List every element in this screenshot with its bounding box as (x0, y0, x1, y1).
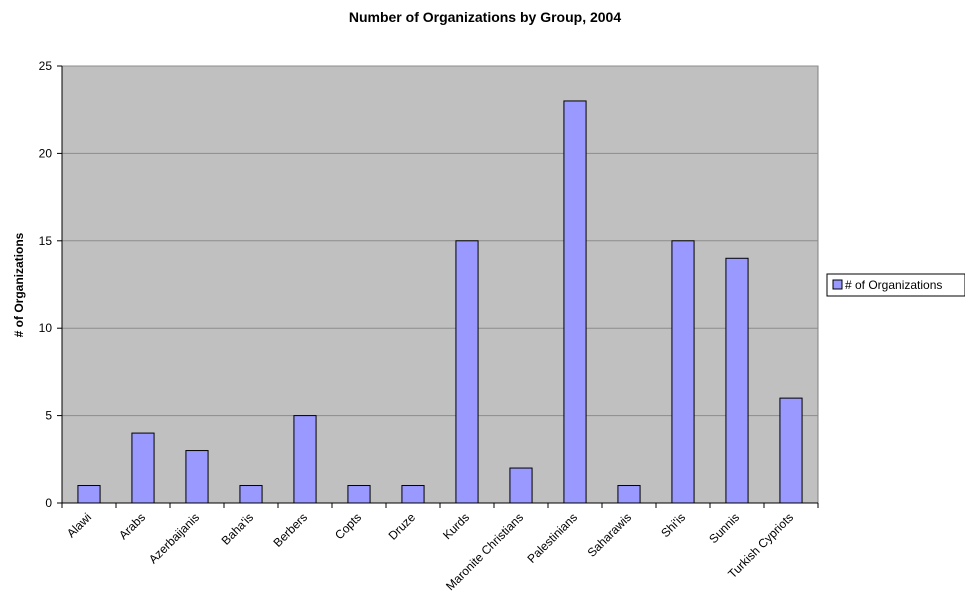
chart-title: Number of Organizations by Group, 2004 (349, 9, 621, 25)
bar (563, 100, 587, 504)
bar (509, 467, 533, 504)
bar (401, 485, 425, 504)
x-tick-label: Arabs (116, 510, 148, 542)
y-axis-title: # of Organizations (12, 232, 26, 337)
x-tick-label: Saharawis (585, 510, 635, 560)
bar (725, 257, 749, 504)
x-tick-label: Kurds (440, 510, 472, 542)
bar (185, 450, 209, 504)
x-tick-label: Alawi (64, 510, 94, 540)
bar (671, 240, 695, 504)
y-tick-label: 0 (45, 496, 52, 510)
y-axis-ticks: 0 5 10 15 20 25 (39, 59, 62, 510)
bar (347, 485, 371, 504)
y-tick-label: 15 (39, 234, 53, 248)
bar (455, 240, 479, 504)
bar (77, 485, 101, 504)
y-tick-label: 5 (45, 409, 52, 423)
bar (293, 415, 317, 504)
plot-area (61, 65, 819, 504)
bar (239, 485, 263, 504)
x-tick-label: Berbers (271, 510, 311, 550)
x-tick-label: Copts (332, 510, 364, 542)
bar (779, 397, 803, 504)
legend-label: # of Organizations (845, 278, 942, 292)
bar (617, 485, 641, 504)
x-tick-label: Druze (386, 510, 419, 543)
y-tick-label: 10 (39, 321, 53, 335)
legend-frame (826, 273, 965, 297)
x-tick-label: Shi'is (658, 510, 688, 540)
x-tick-label: Palestinians (524, 510, 580, 566)
x-tick-label: Azerbaijanis (146, 510, 202, 566)
y-tick-label: 25 (39, 59, 53, 73)
legend: # of Organizations (826, 273, 965, 297)
legend-swatch (832, 279, 843, 290)
x-tick-label: Sunnis (706, 510, 742, 546)
y-tick-label: 20 (39, 146, 53, 160)
x-tick-label: Baha'is (219, 510, 256, 547)
bars (77, 100, 803, 504)
bar (131, 432, 155, 504)
